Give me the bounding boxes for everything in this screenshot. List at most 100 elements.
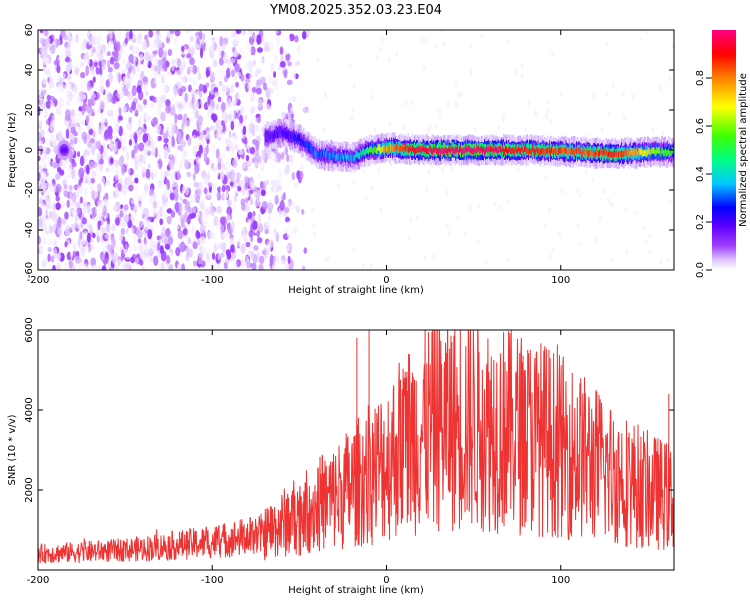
spectrogram-ridge-cell — [266, 133, 269, 140]
spectrogram-noise-cell — [53, 63, 57, 71]
spectrogram-ridge-cell — [668, 150, 671, 158]
spectrogram-noise-cell — [379, 207, 383, 213]
spectrogram-ridge-cell — [368, 146, 371, 153]
spectrogram-noise-cell — [38, 164, 42, 174]
spectrogram-ridge-cell — [523, 148, 525, 156]
spectrogram-noise-cell — [72, 62, 78, 70]
spectrogram-noise-cell — [231, 111, 236, 119]
spectrogram-noise-cell — [190, 120, 197, 131]
spectrogram-ridge-cell — [331, 151, 334, 158]
spectrogram-noise-cell — [249, 197, 254, 206]
spectrogram-noise-cell — [283, 44, 290, 55]
spectrogram-noise-cell — [245, 203, 250, 214]
spectrogram-noise-cell — [271, 260, 278, 270]
spectrogram-noise-cell — [266, 60, 271, 67]
spectrogram-ridge-cell — [412, 144, 414, 152]
spectrogram-noise-cell — [262, 107, 266, 115]
spectrogram-ridge-cell — [660, 150, 663, 157]
spectrogram-ridge-cell — [371, 147, 374, 155]
spectrogram-noise-cell — [179, 241, 186, 253]
spectrogram-noise-cell — [245, 154, 250, 162]
spectrogram-noise-cell — [152, 200, 157, 209]
spectrogram-noise-cell — [120, 227, 125, 236]
spectrogram-ridge-cell — [629, 150, 632, 157]
spectrogram-noise-cell — [114, 52, 118, 63]
spectrogram-noise-cell — [220, 119, 225, 127]
spectrogram-noise-cell — [47, 253, 51, 263]
spectrogram-noise-cell — [103, 161, 109, 169]
spectrogram-ridge-cell — [268, 132, 271, 139]
spectrogram-noise-cell — [186, 171, 192, 178]
spectrogram-noise-cell — [86, 57, 90, 66]
spectrogram-noise-cell — [117, 140, 122, 150]
spectrogram-noise-cell — [257, 47, 263, 53]
spectrogram-noise-cell — [170, 210, 176, 218]
spectrogram-noise-cell — [242, 125, 247, 136]
spectrogram-noise-cell — [280, 151, 285, 160]
spectrogram-ridge-cell — [364, 149, 366, 157]
spectrogram-noise-cell — [177, 229, 184, 240]
spectrogram-noise-cell — [229, 236, 235, 246]
spectrogram-noise-cell — [143, 191, 149, 199]
spectrogram-noise-cell — [205, 82, 210, 88]
spectrogram-noise-cell — [195, 91, 201, 97]
spectrogram-noise-cell — [125, 151, 130, 161]
spectrogram-ridge-cell — [294, 132, 296, 139]
spectrogram-noise-cell — [40, 170, 47, 180]
spectrogram-noise-cell — [243, 144, 250, 150]
spectrogram-ridge-cell — [443, 148, 446, 155]
spectrogram-noise-cell — [39, 98, 45, 109]
spectrogram-noise-cell — [578, 192, 582, 198]
spectrogram-noise-cell — [546, 99, 550, 105]
spectrogram-noise-cell — [163, 215, 168, 221]
spectrogram-ridge-cell — [299, 134, 301, 142]
spectrogram-noise-cell — [113, 124, 118, 133]
spectrogram-noise-cell — [255, 87, 262, 95]
y-tick-label: -20 — [24, 182, 35, 198]
spectrogram-noise-cell — [68, 259, 74, 269]
spectrogram-noise-cell — [192, 64, 198, 75]
spectrogram-noise-cell — [155, 96, 162, 105]
spectrogram-ridge-cell — [305, 141, 308, 149]
spectrogram-noise-cell — [274, 55, 278, 65]
spectrogram-ridge-cell — [274, 130, 276, 137]
spectrogram-noise-cell — [240, 198, 246, 206]
spectrogram-ridge-cell — [391, 144, 393, 157]
spectrogram-ridge-cell — [428, 147, 431, 155]
spectrogram-ridge-cell — [513, 148, 516, 156]
spectrogram-noise-cell — [279, 200, 285, 211]
spectrogram-noise-cell — [79, 155, 85, 167]
spectrogram-noise-cell — [163, 170, 170, 177]
spectrogram-ridge-cell — [360, 148, 363, 156]
spectrogram-ridge-cell — [291, 133, 294, 141]
spectrogram-noise-cell — [242, 158, 247, 170]
snr-x-ticks: -200 -100 0 100 — [27, 330, 570, 586]
spectrogram-ridge-cell — [394, 144, 397, 151]
spectrogram-noise-cell — [232, 263, 238, 270]
spectrogram-ridge-cell — [454, 148, 456, 155]
spectrogram-noise-cell — [210, 162, 215, 171]
spectrogram-noise-cell — [59, 244, 64, 254]
spectrogram-noise-cell — [246, 100, 252, 107]
spectrogram-noise-cell — [43, 30, 49, 37]
colorbar-tick-label: 0.8 — [695, 70, 706, 86]
spectrogram-noise-cell — [439, 30, 443, 33]
spectrogram-ridge-cell — [278, 129, 281, 136]
spectrogram-noise-cell — [203, 187, 208, 195]
spectrogram-ridge-cell — [540, 148, 543, 155]
spectrogram-ridge-cell — [642, 149, 644, 157]
spectrogram-noise-cell — [211, 252, 216, 261]
spectrogram-ridge-cell — [608, 149, 611, 156]
spectrogram-noise-cell — [78, 106, 83, 112]
spectrogram-noise-cell — [266, 219, 270, 227]
spectrogram-ridge-cell — [515, 145, 518, 153]
spectrogram-noise-cell — [284, 206, 290, 214]
spectrogram-noise-cell — [188, 65, 194, 73]
spectrogram-noise-cell — [114, 190, 121, 199]
spectrogram-ridge-cell — [556, 148, 559, 156]
spectrogram-noise-cell — [133, 32, 138, 39]
spectrogram-ridge-cell — [290, 132, 293, 140]
spectrogram-noise-cell — [275, 43, 280, 54]
spectrogram-noise-cell — [63, 183, 68, 190]
spectrogram-noise-cell — [463, 230, 467, 236]
